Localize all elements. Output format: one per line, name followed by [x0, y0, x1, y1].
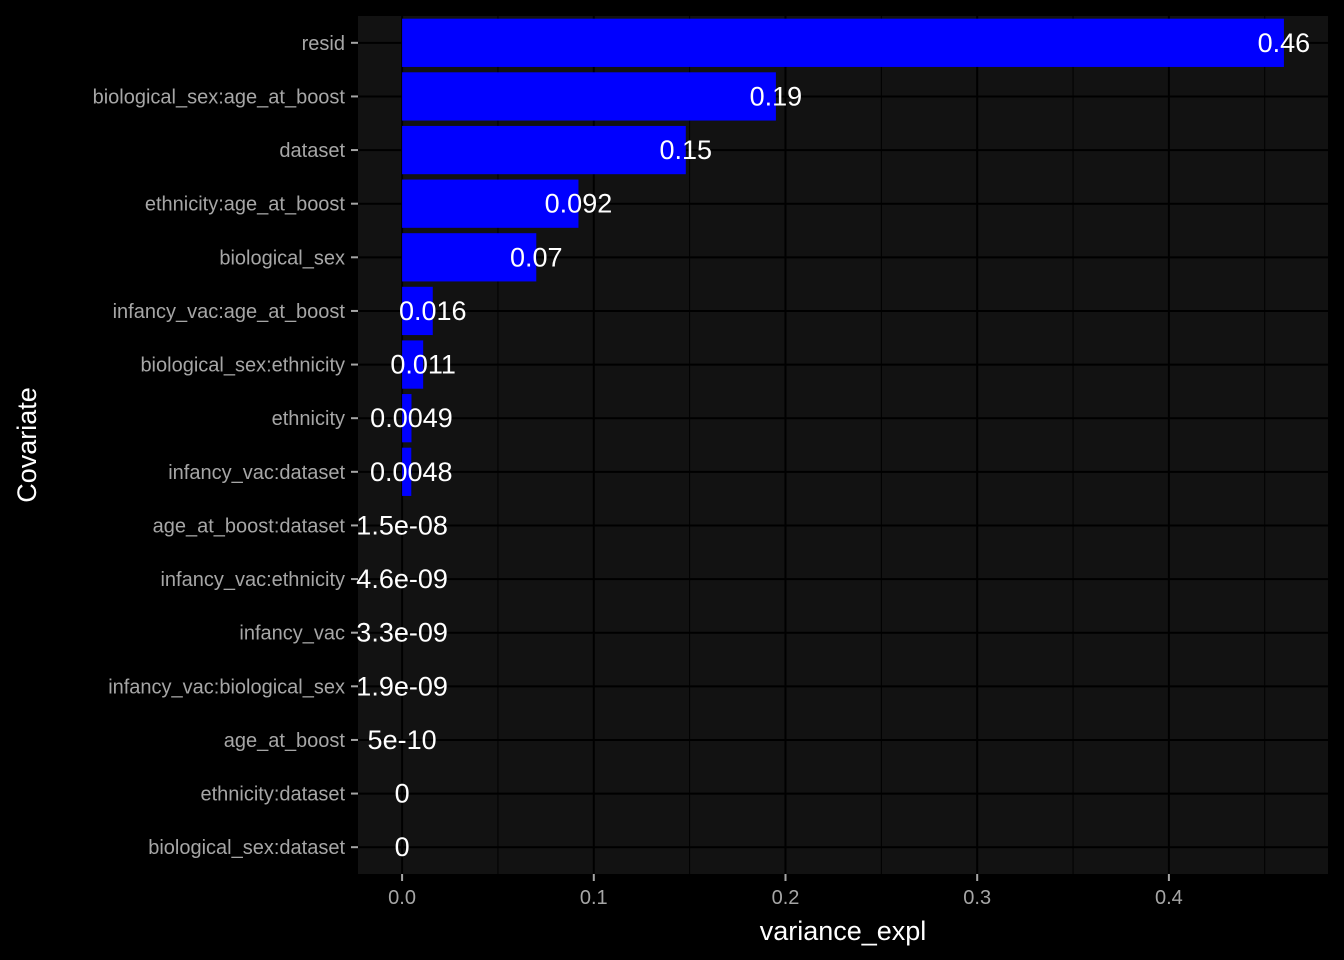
x-tick-label: 0.1 — [580, 887, 608, 909]
data-label: 5e-10 — [368, 725, 437, 755]
y-tick-label: infancy_vac:ethnicity — [160, 569, 345, 591]
data-label: 3.3e-09 — [356, 618, 448, 648]
data-label: 0.07 — [510, 242, 563, 272]
data-label: 0.016 — [399, 296, 467, 326]
data-label: 1.5e-08 — [356, 510, 448, 540]
x-tick-label: 0.3 — [963, 887, 991, 909]
data-label: 0.092 — [545, 189, 613, 219]
x-tick-label: 0.4 — [1155, 887, 1183, 909]
y-tick-label: resid — [302, 33, 345, 55]
x-tick-label: 0.2 — [772, 887, 800, 909]
data-label: 0 — [395, 779, 410, 809]
y-tick-label: infancy_vac:biological_sex — [108, 676, 345, 698]
data-label: 0.0049 — [370, 403, 453, 433]
y-tick-label: biological_sex — [219, 247, 345, 269]
data-label: 0.0048 — [370, 457, 453, 487]
y-tick-label: infancy_vac:dataset — [168, 462, 345, 484]
data-label: 0 — [395, 832, 410, 862]
y-tick-label: age_at_boost:dataset — [153, 515, 346, 537]
x-axis-title: variance_expl — [760, 916, 927, 946]
y-tick-label: biological_sex:age_at_boost — [93, 86, 346, 108]
bar-dataset — [402, 125, 686, 175]
y-tick-label: infancy_vac — [239, 623, 345, 645]
y-tick-label: biological_sex:ethnicity — [140, 355, 345, 377]
bar-biological-sex — [402, 233, 537, 282]
y-axis-title: Covariate — [12, 387, 42, 503]
y-tick-label: ethnicity — [272, 408, 345, 430]
x-tick-label: 0.0 — [388, 887, 416, 909]
bar-biological-sex-ethnicity — [402, 340, 424, 389]
y-tick-label: ethnicity:age_at_boost — [145, 194, 346, 216]
bar-infancy-vac-dataset — [402, 447, 412, 496]
data-label: 0.15 — [660, 135, 713, 165]
data-label: 4.6e-09 — [356, 564, 448, 594]
y-tick-label: biological_sex:dataset — [148, 837, 345, 859]
data-label: 1.9e-09 — [356, 671, 448, 701]
y-tick-label: ethnicity:dataset — [200, 784, 345, 806]
y-tick-label: infancy_vac:age_at_boost — [113, 301, 346, 323]
bar-ethnicity — [402, 394, 412, 443]
y-tick-label: dataset — [279, 140, 345, 162]
data-label: 0.19 — [750, 81, 803, 111]
bar-resid — [402, 18, 1284, 67]
data-label: 0.011 — [390, 350, 456, 380]
bar-biological-sex-age-at-boost — [402, 72, 776, 121]
y-tick-label: age_at_boost — [224, 730, 346, 752]
bar-ethnicity-age-at-boost — [402, 179, 579, 228]
bar-infancy-vac-age-at-boost — [402, 286, 433, 336]
data-label: 0.46 — [1258, 28, 1311, 58]
